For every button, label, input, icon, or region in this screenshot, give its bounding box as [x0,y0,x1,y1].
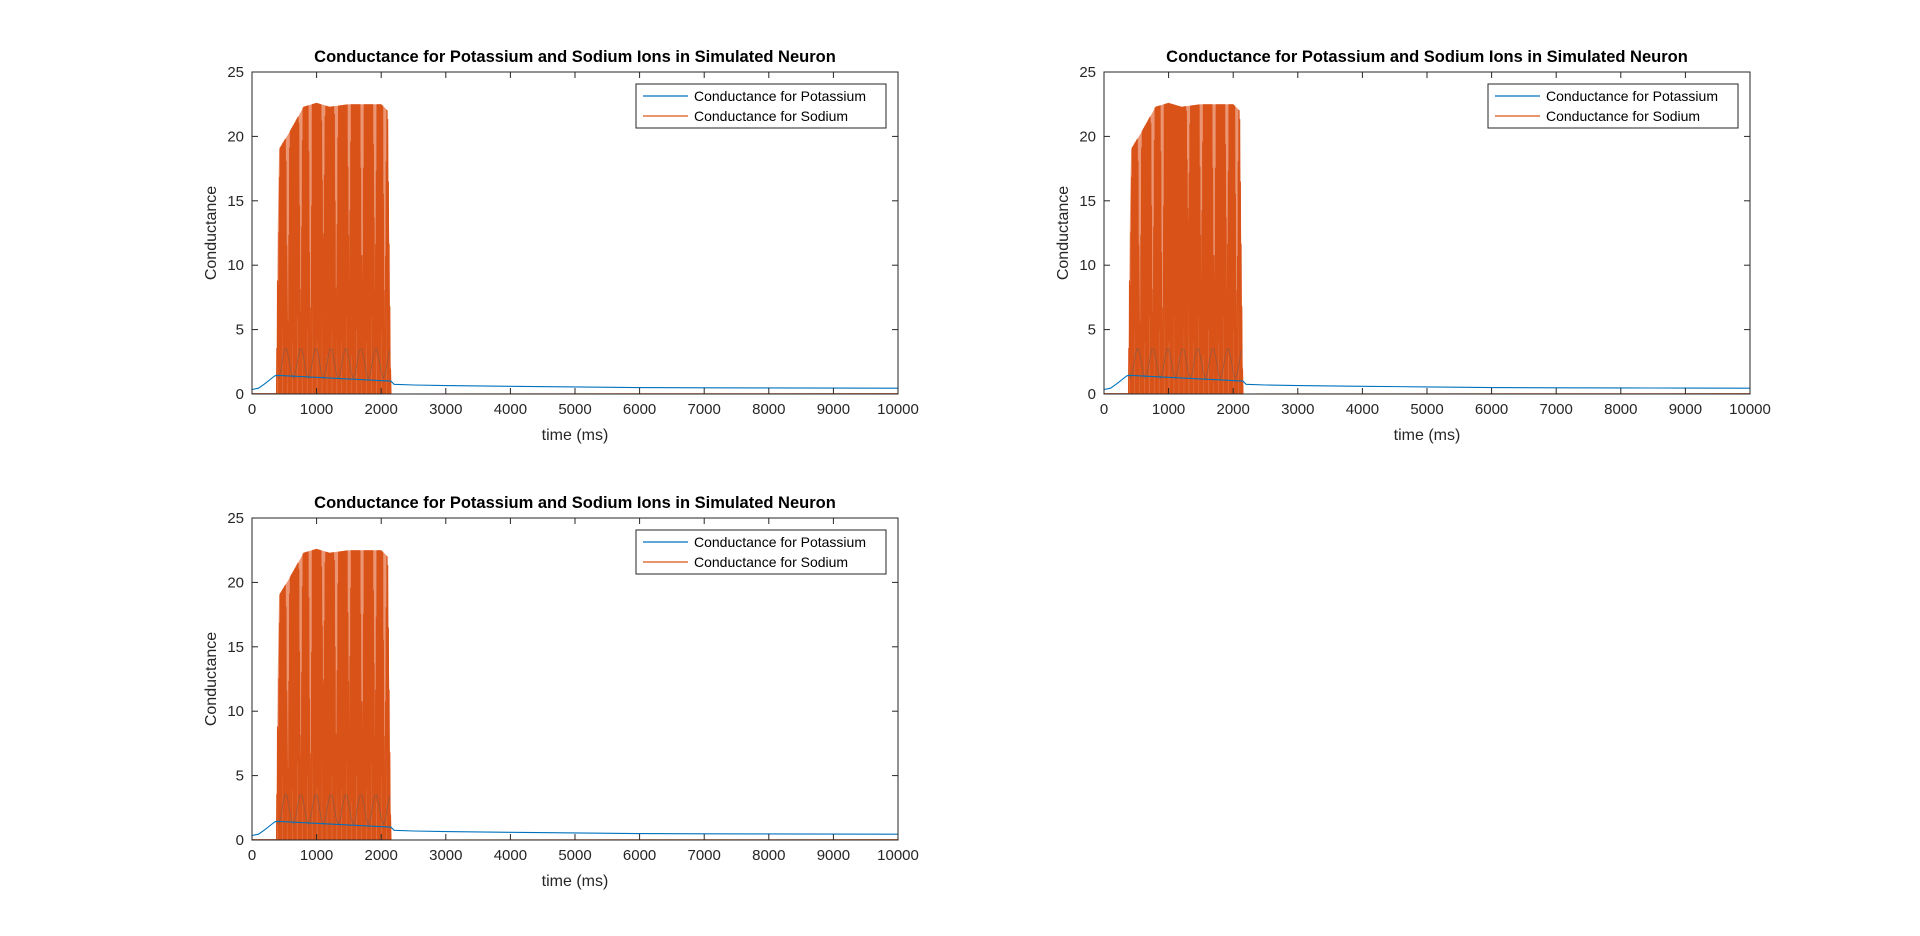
x-axis-label: time (ms) [1394,427,1461,444]
y-tick-label: 25 [227,64,244,81]
x-tick-label: 6000 [623,847,656,864]
x-tick-label: 3000 [1281,401,1314,418]
y-tick-label: 0 [236,386,244,403]
y-tick-label: 0 [236,832,244,849]
series-line-sodium [1104,102,1751,395]
x-tick-label: 8000 [752,847,785,864]
x-tick-label: 2000 [1217,401,1250,418]
potassium-burst-trace [276,793,390,826]
x-tick-label: 3000 [429,401,462,418]
x-tick-label: 5000 [558,401,591,418]
chart-title: Conductance for Potassium and Sodium Ion… [1166,48,1688,66]
legend: Conductance for Potassium Conductance fo… [635,529,887,575]
y-axis-label: Conductance [1055,186,1072,280]
y-axis-label: Conductance [203,186,220,280]
chart-2: Conductance for Potassium and Sodium Ion… [203,494,919,890]
x-tick-label: 7000 [1540,401,1573,418]
series-line-potassium [1103,374,1751,391]
x-tick-label: 0 [1100,401,1108,418]
x-tick-label: 9000 [1669,401,1702,418]
x-tick-label: 2000 [365,401,398,418]
legend-label-sodium: Conductance for Sodium [694,108,848,124]
x-tick-label: 3000 [429,847,462,864]
x-tick-label: 8000 [1604,401,1637,418]
y-tick-label: 5 [236,322,244,339]
y-tick-label: 5 [1088,322,1096,339]
series-line-sodium [252,102,899,395]
y-tick-label: 25 [1079,64,1096,81]
legend-label-potassium: Conductance for Potassium [1546,88,1718,104]
legend-box [1487,83,1739,129]
series-line-sodium [252,548,899,841]
x-tick-label: 4000 [494,401,527,418]
series-line-potassium [251,374,899,391]
y-tick-label: 5 [236,768,244,785]
y-tick-label: 20 [227,574,244,591]
x-tick-label: 5000 [558,847,591,864]
y-tick-label: 0 [1088,386,1096,403]
x-tick-label: 0 [248,847,256,864]
y-tick-label: 20 [227,128,244,145]
chart-1: Conductance for Potassium and Sodium Ion… [1055,48,1771,444]
x-tick-label: 9000 [817,847,850,864]
x-tick-label: 6000 [623,401,656,418]
x-tick-label: 0 [248,401,256,418]
x-tick-label: 4000 [494,847,527,864]
x-axis-label: time (ms) [542,873,609,890]
y-tick-label: 20 [1079,128,1096,145]
legend: Conductance for Potassium Conductance fo… [635,83,887,129]
potassium-burst-trace [276,347,390,380]
x-tick-label: 4000 [1346,401,1379,418]
x-tick-label: 10000 [1729,401,1771,418]
x-tick-label: 1000 [300,847,333,864]
x-tick-label: 1000 [300,401,333,418]
y-tick-label: 15 [227,193,244,210]
y-tick-label: 10 [227,257,244,274]
x-tick-label: 5000 [1410,401,1443,418]
x-tick-label: 1000 [1152,401,1185,418]
legend-box [635,529,887,575]
x-tick-label: 8000 [752,401,785,418]
chart-title: Conductance for Potassium and Sodium Ion… [314,48,836,66]
legend-label-sodium: Conductance for Sodium [1546,108,1700,124]
potassium-burst-trace [1128,347,1242,380]
x-axis-label: time (ms) [542,427,609,444]
legend-label-potassium: Conductance for Potassium [694,534,866,550]
x-tick-label: 10000 [877,401,919,418]
y-tick-label: 15 [227,639,244,656]
x-tick-label: 9000 [817,401,850,418]
x-tick-label: 2000 [365,847,398,864]
y-tick-label: 10 [1079,257,1096,274]
y-tick-label: 15 [1079,193,1096,210]
y-tick-label: 10 [227,703,244,720]
legend-box [635,83,887,129]
chart-title: Conductance for Potassium and Sodium Ion… [314,494,836,512]
x-tick-label: 10000 [877,847,919,864]
x-tick-label: 7000 [688,401,721,418]
series-line-potassium [251,820,899,837]
x-tick-label: 7000 [688,847,721,864]
y-axis-label: Conductance [203,632,220,726]
legend-label-potassium: Conductance for Potassium [694,88,866,104]
chart-0: Conductance for Potassium and Sodium Ion… [203,48,919,444]
y-tick-label: 25 [227,510,244,527]
x-tick-label: 6000 [1475,401,1508,418]
legend-label-sodium: Conductance for Sodium [694,554,848,570]
legend: Conductance for Potassium Conductance fo… [1487,83,1739,129]
